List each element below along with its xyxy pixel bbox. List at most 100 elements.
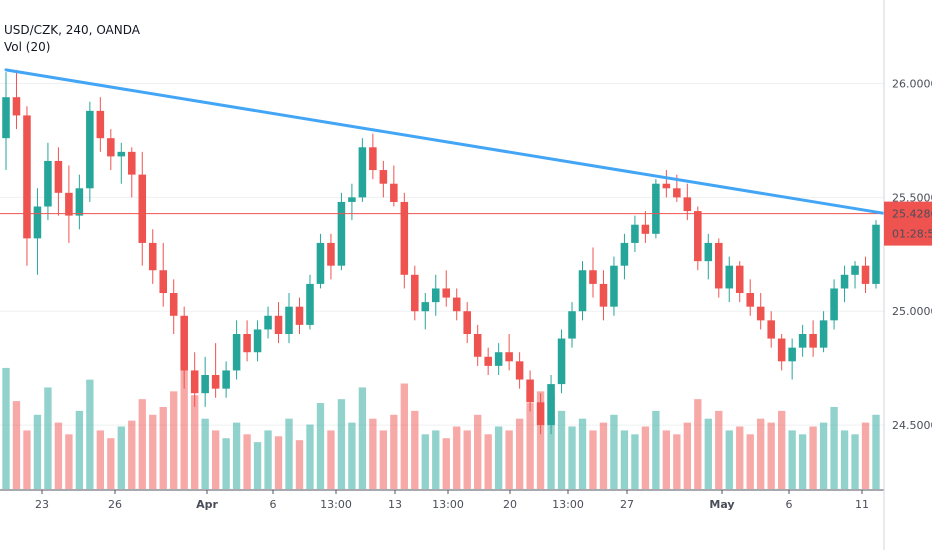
volume-bar — [138, 399, 146, 489]
volume-bar — [578, 418, 587, 489]
volume-bar — [128, 420, 136, 489]
volume-bar — [400, 383, 408, 489]
volume-bar — [295, 440, 304, 489]
candle-body — [138, 174, 147, 243]
candle-body — [400, 201, 409, 275]
candle-body — [872, 224, 880, 284]
candle-body — [830, 288, 838, 321]
symbol-title[interactable]: USD/CZK, 240, OANDA — [4, 23, 140, 37]
time-tick-label: 13:00 — [320, 498, 352, 511]
volume-bar — [117, 426, 125, 489]
volume-bar — [505, 430, 513, 489]
time-axis[interactable]: 23 26 Apr 6 13:00 13 13:00 20 13:00 27 M… — [35, 498, 869, 511]
price-tick-label: 25.00000 — [892, 305, 932, 318]
time-tick-label: 26 — [108, 498, 122, 511]
volume-bar — [662, 430, 671, 489]
price-tick-label: 25.50000 — [892, 191, 932, 204]
candle-body — [767, 320, 775, 339]
candles — [2, 69, 880, 435]
volume-bar — [54, 422, 63, 489]
volume-bar — [285, 418, 293, 489]
candle-body — [211, 374, 220, 389]
volume-bar — [369, 418, 377, 489]
volume-bar — [704, 418, 712, 489]
time-tick-label: Apr — [196, 498, 218, 511]
candle-body — [473, 334, 482, 357]
volume-bar — [819, 422, 828, 489]
candle-body — [589, 270, 597, 284]
time-tick-label: 6 — [786, 498, 793, 511]
volume-bar — [673, 434, 681, 489]
candle-body — [222, 370, 230, 389]
volume-bar — [725, 430, 733, 489]
price-scale[interactable]: 26.00000 25.50000 25.00000 24.50000 — [892, 78, 932, 433]
volume-bar — [75, 410, 84, 490]
volume-bar — [652, 410, 660, 490]
time-tick-label: 6 — [270, 498, 277, 511]
volume-bar — [715, 410, 723, 490]
volume-bar — [379, 430, 388, 489]
candle-body — [306, 283, 314, 325]
volume-bar — [253, 442, 262, 490]
volume-bar — [453, 426, 461, 489]
candle-body — [337, 201, 346, 266]
time-tick-label: 23 — [35, 498, 49, 511]
candle-body — [568, 311, 576, 339]
volume-bar — [442, 438, 450, 489]
volume-bar — [568, 426, 576, 489]
candle-body — [358, 147, 367, 198]
volume-bar — [610, 414, 618, 489]
candle-body — [327, 242, 335, 266]
volume-bar — [180, 364, 188, 489]
current-price-label: 25.42869 — [892, 208, 932, 221]
candle-body — [756, 306, 765, 321]
volume-bar — [2, 367, 10, 489]
volume-bar — [348, 422, 356, 489]
volume-indicator-title[interactable]: Vol (20) — [4, 40, 51, 54]
volume-bar — [243, 434, 251, 489]
time-tick-label: 13 — [388, 498, 402, 511]
candle-body — [788, 347, 796, 362]
volume-bar — [432, 430, 440, 489]
candle-body — [379, 170, 388, 184]
candle-body — [652, 183, 660, 234]
volume-bar — [65, 434, 73, 489]
volume-bar — [316, 403, 325, 489]
trendline[interactable] — [4, 68, 886, 215]
volume-bar — [851, 434, 859, 489]
candle-body — [159, 270, 168, 294]
candle-body — [264, 315, 272, 330]
candle-body — [86, 110, 94, 189]
candle-body — [442, 288, 451, 298]
current-price-badge: 25.42869 01:28:55 — [884, 201, 932, 246]
candle-body — [631, 224, 639, 243]
volume-bar — [222, 438, 230, 489]
chart-legend: USD/CZK, 240, OANDA Vol (20) — [4, 22, 140, 56]
volume-bar — [631, 434, 639, 489]
price-tick-label: 24.50000 — [892, 419, 932, 432]
candle-body — [431, 288, 440, 303]
candle-body — [515, 361, 524, 380]
candle-body — [662, 183, 671, 189]
candle-body — [348, 197, 356, 202]
volume-bar — [44, 387, 52, 489]
candle-body — [735, 265, 744, 294]
candle-body — [578, 270, 587, 312]
candle-body — [777, 338, 786, 362]
candle-body — [107, 138, 115, 157]
time-tick-label: 27 — [620, 498, 634, 511]
candle-body — [128, 151, 136, 175]
candle-body — [683, 197, 692, 212]
volume-bar — [474, 414, 482, 489]
volume-bar — [547, 395, 555, 489]
candle-body — [673, 188, 681, 198]
candle-body — [809, 334, 817, 348]
candle-body — [746, 293, 754, 307]
volume-bar — [494, 426, 503, 489]
candle-body — [851, 265, 859, 275]
candle-body — [840, 274, 849, 289]
volume-bar — [107, 438, 115, 489]
volume-bar — [12, 401, 21, 489]
chart-grid — [0, 83, 884, 494]
